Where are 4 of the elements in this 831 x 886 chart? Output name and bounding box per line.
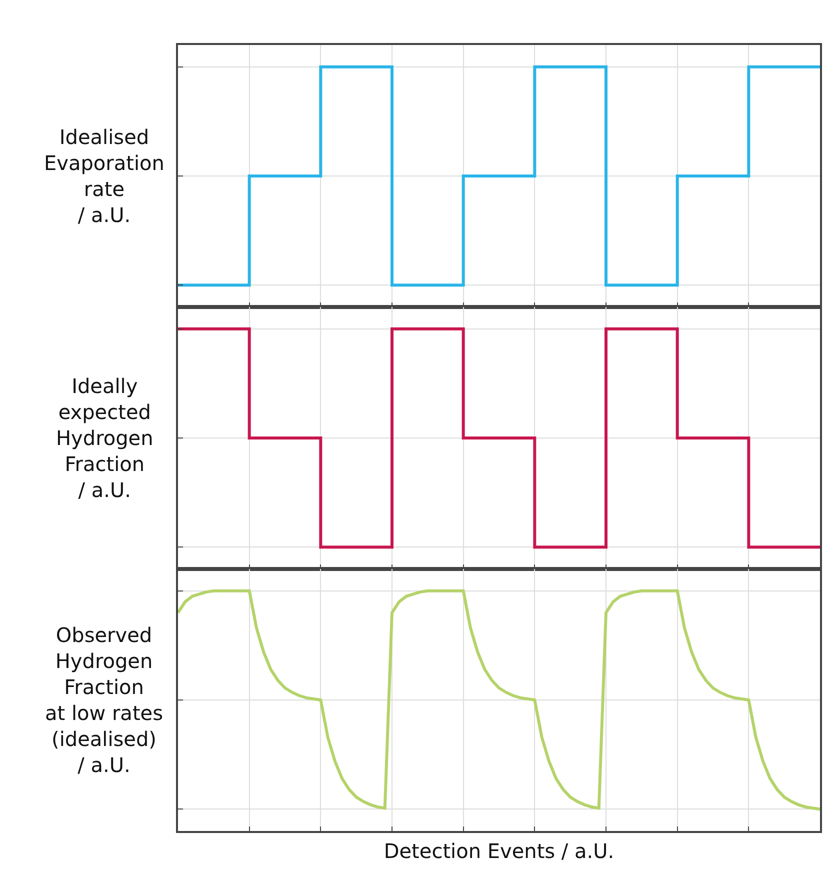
x-axis-title: Detection Events / a.U. <box>384 838 614 863</box>
y-axis-title: Observed Hydrogen Fraction at low rates (idealised) / a.U. <box>45 623 164 777</box>
y-axis-title: Ideally expected Hydrogen Fraction / a.U. <box>56 374 154 502</box>
y-axis-title: Idealised Evaporation rate / a.U. <box>44 125 164 227</box>
